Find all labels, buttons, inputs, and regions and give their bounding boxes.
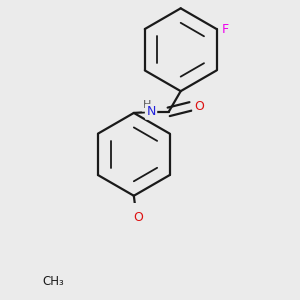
Text: O: O bbox=[133, 211, 143, 224]
Text: O: O bbox=[194, 100, 204, 113]
Text: H: H bbox=[143, 100, 151, 110]
Text: CH₃: CH₃ bbox=[42, 275, 64, 288]
Text: N: N bbox=[146, 105, 156, 118]
Text: F: F bbox=[221, 22, 228, 35]
